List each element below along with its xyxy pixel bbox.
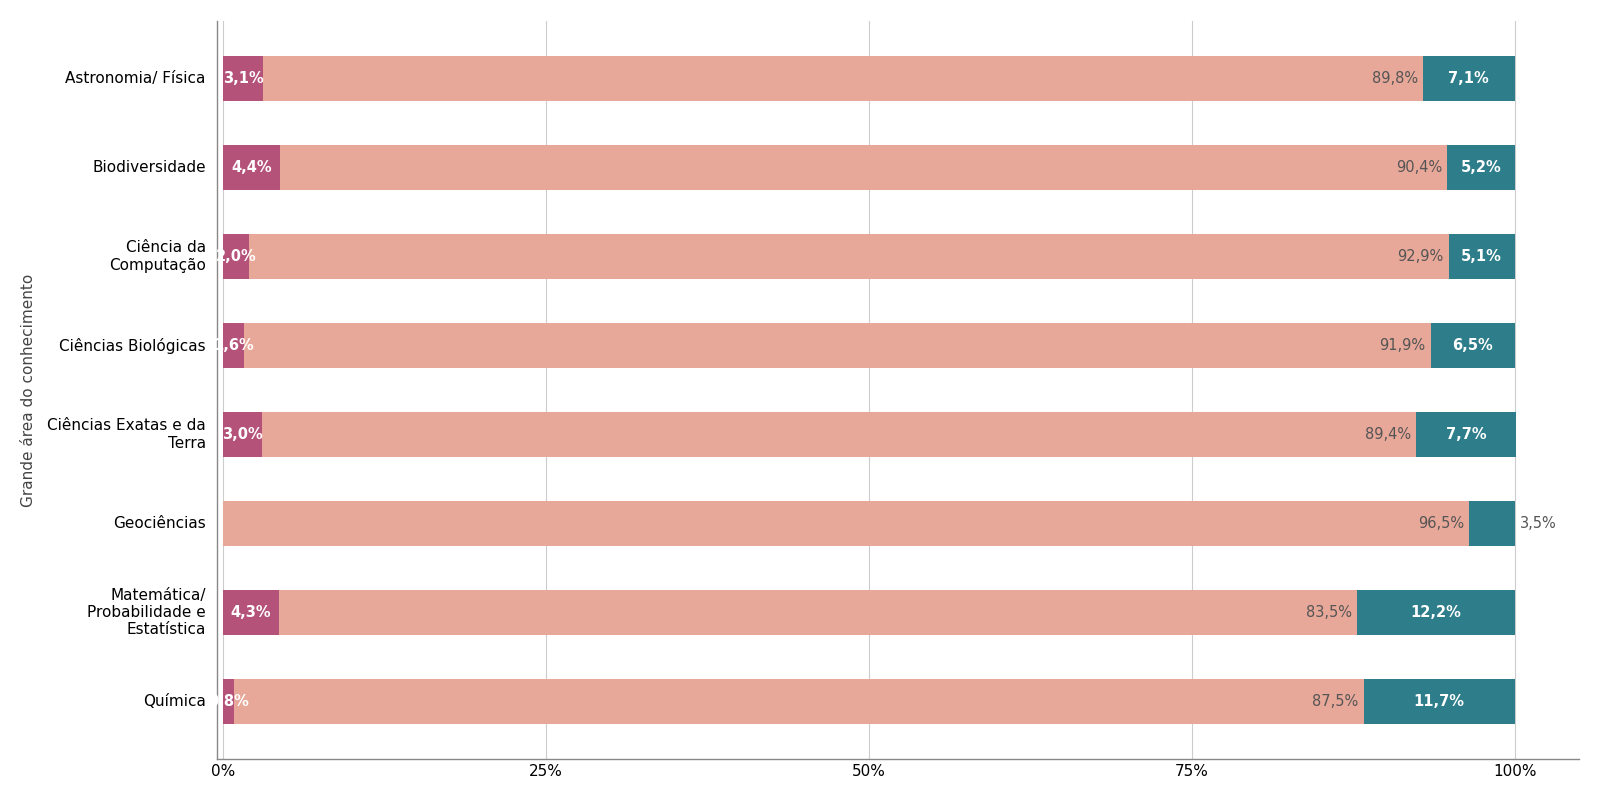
Text: 83,5%: 83,5% xyxy=(1306,605,1352,620)
Text: 2,0%: 2,0% xyxy=(216,249,256,264)
Bar xyxy=(234,679,1363,724)
Bar xyxy=(243,323,1430,368)
Text: 7,7%: 7,7% xyxy=(1446,427,1486,442)
Text: 5,2%: 5,2% xyxy=(1461,160,1501,175)
Bar xyxy=(224,146,280,190)
Text: 3,5%: 3,5% xyxy=(1520,516,1557,531)
Bar xyxy=(262,412,1416,457)
Y-axis label: Grande área do conhecimento: Grande área do conhecimento xyxy=(21,274,35,506)
Bar xyxy=(1430,323,1515,368)
Text: 96,5%: 96,5% xyxy=(1418,516,1464,531)
Bar xyxy=(1448,146,1515,190)
Bar xyxy=(280,146,1448,190)
Bar xyxy=(224,234,250,279)
Bar xyxy=(224,57,264,101)
Text: 90,4%: 90,4% xyxy=(1397,160,1442,175)
Text: 4,4%: 4,4% xyxy=(232,160,272,175)
Bar xyxy=(1357,590,1515,634)
Bar xyxy=(224,323,243,368)
Text: 0,8%: 0,8% xyxy=(208,694,250,709)
Text: 1,6%: 1,6% xyxy=(213,338,254,353)
Bar xyxy=(278,590,1357,634)
Bar xyxy=(224,679,234,724)
Text: 7,1%: 7,1% xyxy=(1448,71,1490,86)
Text: 12,2%: 12,2% xyxy=(1410,605,1461,620)
Text: 3,0%: 3,0% xyxy=(222,427,262,442)
Text: 89,4%: 89,4% xyxy=(1365,427,1411,442)
Text: 91,9%: 91,9% xyxy=(1379,338,1426,353)
Bar xyxy=(1448,234,1515,279)
Text: 89,8%: 89,8% xyxy=(1371,71,1418,86)
Text: 92,9%: 92,9% xyxy=(1397,249,1443,264)
Bar xyxy=(224,502,1469,546)
Bar xyxy=(264,57,1422,101)
Bar xyxy=(1416,412,1515,457)
Text: 6,5%: 6,5% xyxy=(1453,338,1493,353)
Bar xyxy=(1469,502,1515,546)
Text: 11,7%: 11,7% xyxy=(1413,694,1464,709)
Bar xyxy=(1363,679,1515,724)
Text: 3,1%: 3,1% xyxy=(222,71,264,86)
Text: 4,3%: 4,3% xyxy=(230,605,272,620)
Text: 5,1%: 5,1% xyxy=(1461,249,1502,264)
Bar xyxy=(250,234,1448,279)
Bar xyxy=(224,590,278,634)
Text: 87,5%: 87,5% xyxy=(1312,694,1358,709)
Bar xyxy=(224,412,262,457)
Bar xyxy=(1422,57,1515,101)
